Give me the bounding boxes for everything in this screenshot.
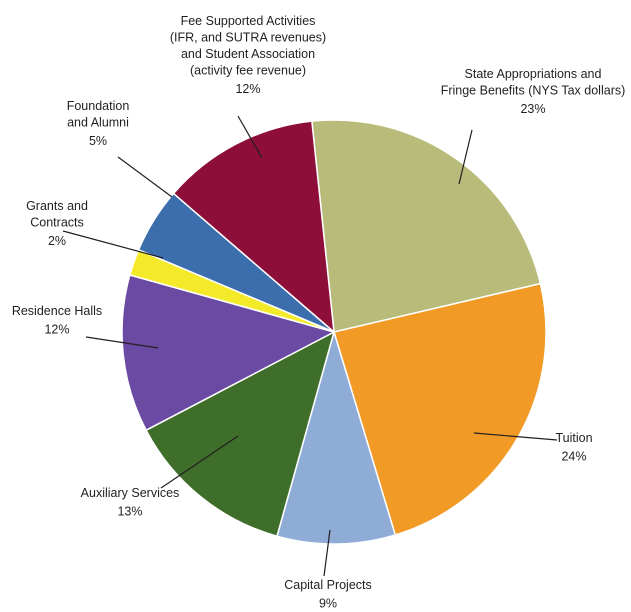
slice-percent-label: 5% <box>89 134 107 148</box>
pie-slice <box>145 330 336 538</box>
leader-line <box>117 156 173 198</box>
slice-label-text: Foundation <box>67 99 130 113</box>
slice-label-text: and Student Association <box>181 47 315 61</box>
slice-label: Tuition 24% <box>555 431 592 464</box>
slice-label: Grants and Contracts 2% <box>26 199 88 248</box>
pie-slice <box>333 282 547 536</box>
pie-slice <box>276 329 397 545</box>
slice-label-text: (IFR, and SUTRA revenues) <box>170 31 326 45</box>
slice-label-text: Fee Supported Activities <box>181 14 316 28</box>
slice-percent-label: 2% <box>48 234 66 248</box>
slice-label: Auxiliary Services 13% <box>81 486 180 519</box>
slice-label-text: State Appropriations and <box>465 67 602 81</box>
leader-line <box>323 529 331 577</box>
labels-layer: State Appropriations and Fringe Benefits … <box>12 14 625 611</box>
slice-label-text: and Alumni <box>67 116 129 130</box>
slice-label: Fee Supported Activities (IFR, and SUTRA … <box>170 14 326 96</box>
slice-label-text: Tuition <box>555 431 592 445</box>
slice-percent-label: 24% <box>561 450 586 464</box>
slice-percent-label: 13% <box>117 505 142 519</box>
leader-line <box>237 115 263 159</box>
slice-label: Foundation and Alumni 5% <box>67 99 130 148</box>
slice-label-text: Capital Projects <box>284 578 372 592</box>
leader-line <box>62 230 164 259</box>
pie-slice <box>172 120 335 334</box>
slice-label: Capital Projects 9% <box>284 578 372 611</box>
slices-layer <box>121 119 547 545</box>
slice-label: State Appropriations and Fringe Benefits … <box>441 67 626 116</box>
slice-label-text: Fringe Benefits (NYS Tax dollars) <box>441 84 626 98</box>
leader-line <box>473 432 558 441</box>
slice-percent-label: 12% <box>235 82 260 96</box>
slice-label-text: Residence Halls <box>12 304 102 318</box>
slice-percent-label: 12% <box>44 323 69 337</box>
leader-lines-layer <box>62 115 558 577</box>
slice-label: Residence Halls 12% <box>12 304 102 337</box>
slice-percent-label: 23% <box>520 102 545 116</box>
slice-label-text: Contracts <box>30 216 84 230</box>
leader-line <box>85 336 159 349</box>
pie-slice <box>311 119 542 333</box>
leader-line <box>160 435 239 489</box>
slice-percent-label: 9% <box>319 597 337 611</box>
slice-label-text: Grants and <box>26 199 88 213</box>
leader-line <box>458 129 473 185</box>
slice-label-text: Auxiliary Services <box>81 486 180 500</box>
pie-slice <box>121 274 337 432</box>
slice-label-text: (activity fee revenue) <box>190 64 306 78</box>
